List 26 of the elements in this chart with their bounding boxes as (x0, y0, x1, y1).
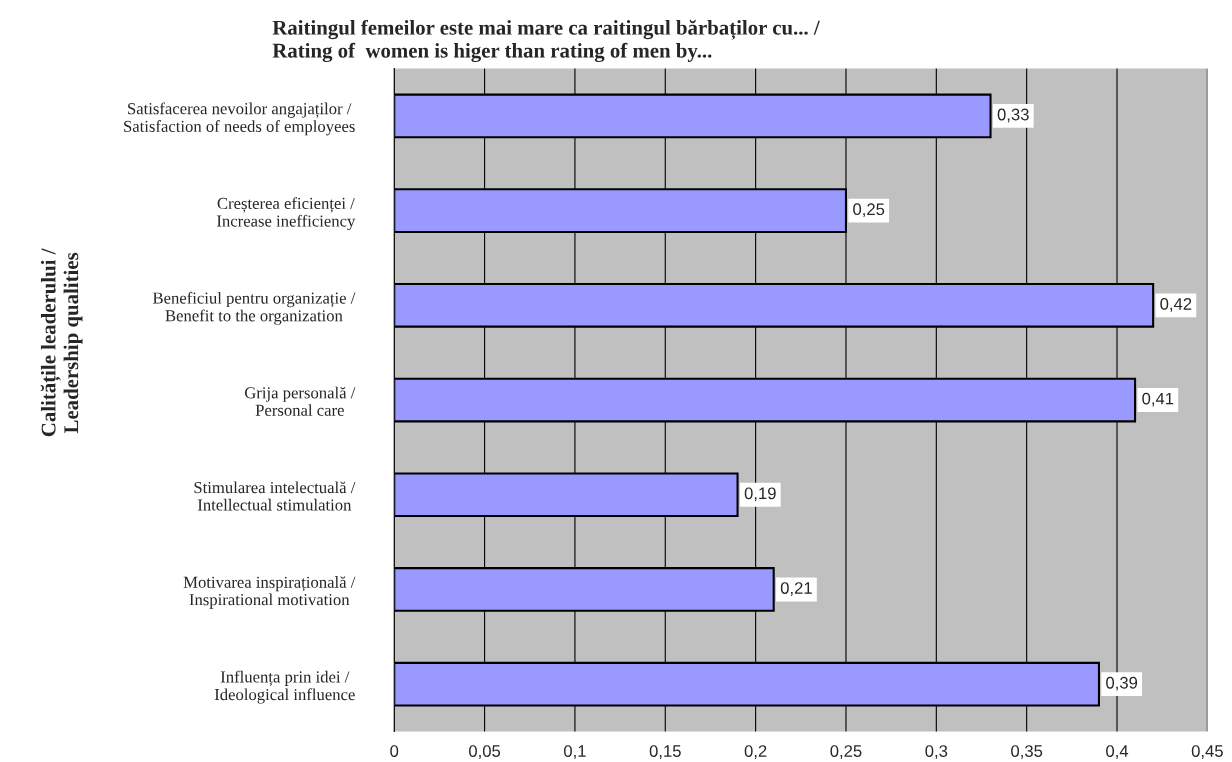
y-tick-label: Motivarea inspirațională / Inspirational motivation (183, 576, 356, 609)
x-tick-label: 0,05 (469, 745, 501, 759)
y-tick-label: Influența prin idei / Ideological influence (214, 670, 355, 704)
x-tick-label: 0,35 (1011, 745, 1043, 759)
y-tick-label: Stimularea intelectuală / Intellectual stimulation (194, 481, 356, 511)
y-tick-label: Creșterea eficienței / Increase inefficiency (216, 197, 356, 231)
data-label: 0,39 (1106, 676, 1138, 691)
data-label: 0,41 (1142, 392, 1174, 407)
x-tick-label: 0,2 (744, 745, 767, 759)
x-tick-label: 0,45 (1191, 745, 1223, 759)
data-label: 0,19 (744, 487, 776, 502)
chart-title: Raitingul femeilor este mai mare ca raitingul bărbaților cu... / Rating of women is higer than rating of men by... (272, 19, 820, 63)
data-label: 0,33 (997, 108, 1029, 123)
y-tick-label: Satisfacerea nevoilor angajaților / Satisfaction of needs of employees (124, 102, 355, 136)
x-tick-label: 0,15 (649, 745, 681, 759)
data-label: 0,42 (1160, 298, 1192, 312)
y-tick-label: Beneficiul pentru organizație / Benefit to the organization (152, 291, 356, 325)
y-axis-title: Calitățile leaderului / Leadership qualities (40, 248, 83, 437)
x-tick-label: 0,3 (925, 745, 948, 759)
data-label: 0,25 (853, 203, 885, 218)
x-tick-label: 0,1 (564, 745, 586, 759)
x-tick-label: 0,4 (1106, 745, 1129, 759)
y-tick-label: Grija personală / Personal care (244, 386, 356, 416)
data-label: 0,21 (780, 582, 812, 596)
x-tick-label: 0,25 (830, 745, 862, 759)
x-tick-label: 0 (390, 745, 399, 757)
